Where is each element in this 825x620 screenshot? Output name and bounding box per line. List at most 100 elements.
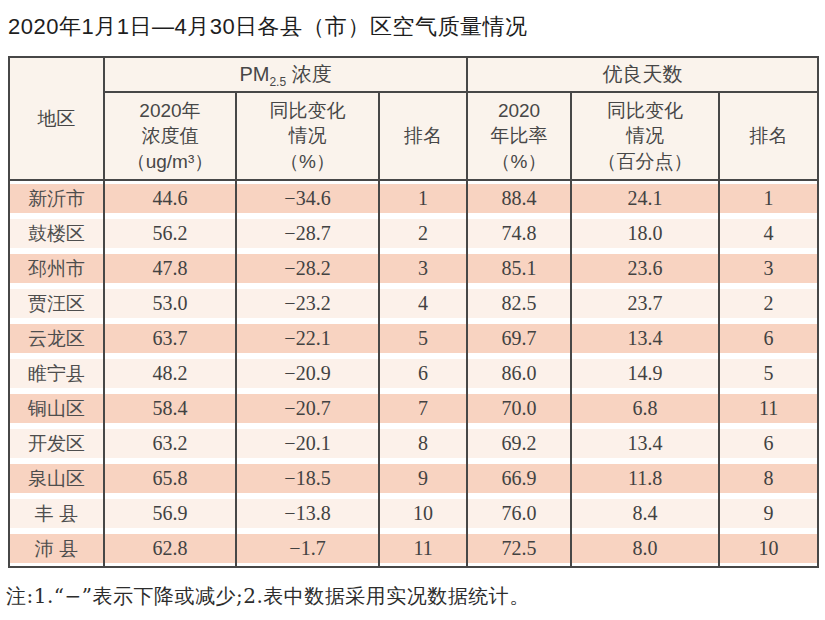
cell-pm-value: 44.6	[104, 180, 236, 216]
cell-good-change: 13.4	[571, 426, 719, 461]
cell-good-rank: 10	[719, 531, 818, 567]
cell-good-change: 8.0	[571, 531, 719, 567]
cell-pm-rank: 4	[379, 286, 467, 321]
col-header-region: 地区	[9, 57, 104, 180]
table-body: 新沂市 44.6 −34.6 1 88.4 24.1 1 鼓楼区 56.2 −2…	[9, 180, 818, 567]
cell-region: 开发区	[9, 426, 104, 461]
cell-pm-rank: 3	[379, 251, 467, 286]
col-header-pm-change: 同比变化 情况 （%）	[236, 92, 379, 180]
cell-good-rank: 9	[719, 496, 818, 531]
cell-good-change: 23.7	[571, 286, 719, 321]
cell-good-rate: 82.5	[467, 286, 571, 321]
cell-good-rate: 88.4	[467, 180, 571, 216]
col-header-good-change: 同比变化 情况 （百分点）	[571, 92, 719, 180]
cell-pm-change: −28.2	[236, 251, 379, 286]
header-line: 2020	[468, 98, 570, 124]
cell-good-change: 24.1	[571, 180, 719, 216]
table-row: 贾汪区 53.0 −23.2 4 82.5 23.7 2	[9, 286, 818, 321]
sub-header-row: 2020年 浓度值 （ug/m³） 同比变化 情况 （%） 排名 2020 年比…	[9, 92, 818, 180]
cell-region: 贾汪区	[9, 286, 104, 321]
col-header-pm-value: 2020年 浓度值 （ug/m³）	[104, 92, 236, 180]
cell-pm-rank: 9	[379, 461, 467, 496]
cell-pm-rank: 5	[379, 321, 467, 356]
cell-pm-change: −13.8	[236, 496, 379, 531]
cell-pm-change: −20.1	[236, 426, 379, 461]
page: 2020年1月1日—4月30日各县（市）区空气质量情况 地区 PM2.5 浓度 …	[0, 0, 825, 620]
header-line: 排名	[720, 123, 817, 149]
cell-region: 铜山区	[9, 391, 104, 426]
cell-good-rank: 6	[719, 321, 818, 356]
cell-region: 睢宁县	[9, 356, 104, 391]
cell-region: 邳州市	[9, 251, 104, 286]
cell-region: 沛 县	[9, 531, 104, 567]
table-row: 邳州市 47.8 −28.2 3 85.1 23.6 3	[9, 251, 818, 286]
table-row: 泉山区 65.8 −18.5 9 66.9 11.8 8	[9, 461, 818, 496]
pm-label-prefix: PM	[239, 63, 269, 85]
col-header-good-rank: 排名	[719, 92, 818, 180]
header-line: 2020年	[105, 98, 235, 124]
header-line: 浓度值	[105, 123, 235, 149]
col-group-good-days: 优良天数	[467, 57, 818, 92]
cell-pm-change: −23.2	[236, 286, 379, 321]
cell-pm-change: −20.9	[236, 356, 379, 391]
cell-good-rank: 5	[719, 356, 818, 391]
header-line: 年比率	[468, 123, 570, 149]
table-row: 云龙区 63.7 −22.1 5 69.7 13.4 6	[9, 321, 818, 356]
header-line: （%）	[237, 149, 378, 175]
cell-pm-value: 58.4	[104, 391, 236, 426]
cell-good-rate: 85.1	[467, 251, 571, 286]
header-line: 同比变化	[572, 98, 718, 124]
cell-good-change: 6.8	[571, 391, 719, 426]
cell-region: 鼓楼区	[9, 216, 104, 251]
air-quality-table: 地区 PM2.5 浓度 优良天数 2020年 浓度值 （ug/m³） 同比变化 …	[8, 56, 819, 568]
cell-good-rank: 4	[719, 216, 818, 251]
cell-good-rate: 86.0	[467, 356, 571, 391]
cell-good-rank: 1	[719, 180, 818, 216]
cell-good-rate: 76.0	[467, 496, 571, 531]
header-line: 同比变化	[237, 98, 378, 124]
col-header-good-rate: 2020 年比率 （%）	[467, 92, 571, 180]
cell-pm-change: −20.7	[236, 391, 379, 426]
table-row: 丰 县 56.9 −13.8 10 76.0 8.4 9	[9, 496, 818, 531]
cell-good-rank: 3	[719, 251, 818, 286]
cell-pm-rank: 7	[379, 391, 467, 426]
table-row: 开发区 63.2 −20.1 8 69.2 13.4 6	[9, 426, 818, 461]
cell-region: 新沂市	[9, 180, 104, 216]
cell-good-change: 13.4	[571, 321, 719, 356]
cell-good-rank: 11	[719, 391, 818, 426]
header-line: （百分点）	[572, 149, 718, 175]
table-row: 沛 县 62.8 −1.7 11 72.5 8.0 10	[9, 531, 818, 567]
cell-pm-change: −18.5	[236, 461, 379, 496]
page-title: 2020年1月1日—4月30日各县（市）区空气质量情况	[0, 0, 825, 42]
cell-pm-rank: 6	[379, 356, 467, 391]
header-line: （ug/m³）	[105, 149, 235, 175]
footnote: 注:1.“−”表示下降或减少;2.表中数据采用实况数据统计。	[6, 583, 825, 610]
cell-region: 泉山区	[9, 461, 104, 496]
cell-good-rate: 69.7	[467, 321, 571, 356]
cell-good-rate: 69.2	[467, 426, 571, 461]
cell-pm-rank: 2	[379, 216, 467, 251]
cell-pm-rank: 1	[379, 180, 467, 216]
cell-good-rank: 6	[719, 426, 818, 461]
cell-pm-change: −22.1	[236, 321, 379, 356]
cell-pm-change: −1.7	[236, 531, 379, 567]
header-line: 情况	[237, 123, 378, 149]
cell-good-change: 23.6	[571, 251, 719, 286]
cell-pm-value: 62.8	[104, 531, 236, 567]
cell-good-rate: 66.9	[467, 461, 571, 496]
cell-pm-value: 63.2	[104, 426, 236, 461]
cell-pm-rank: 8	[379, 426, 467, 461]
cell-pm-value: 63.7	[104, 321, 236, 356]
header-line: （%）	[468, 149, 570, 175]
table-row: 新沂市 44.6 −34.6 1 88.4 24.1 1	[9, 180, 818, 216]
cell-pm-change: −34.6	[236, 180, 379, 216]
cell-good-rate: 72.5	[467, 531, 571, 567]
cell-pm-value: 56.2	[104, 216, 236, 251]
cell-pm-value: 53.0	[104, 286, 236, 321]
cell-pm-value: 65.8	[104, 461, 236, 496]
table-row: 鼓楼区 56.2 −28.7 2 74.8 18.0 4	[9, 216, 818, 251]
cell-pm-rank: 10	[379, 496, 467, 531]
cell-good-change: 11.8	[571, 461, 719, 496]
col-header-pm-rank: 排名	[379, 92, 467, 180]
header-line: 排名	[380, 123, 466, 149]
